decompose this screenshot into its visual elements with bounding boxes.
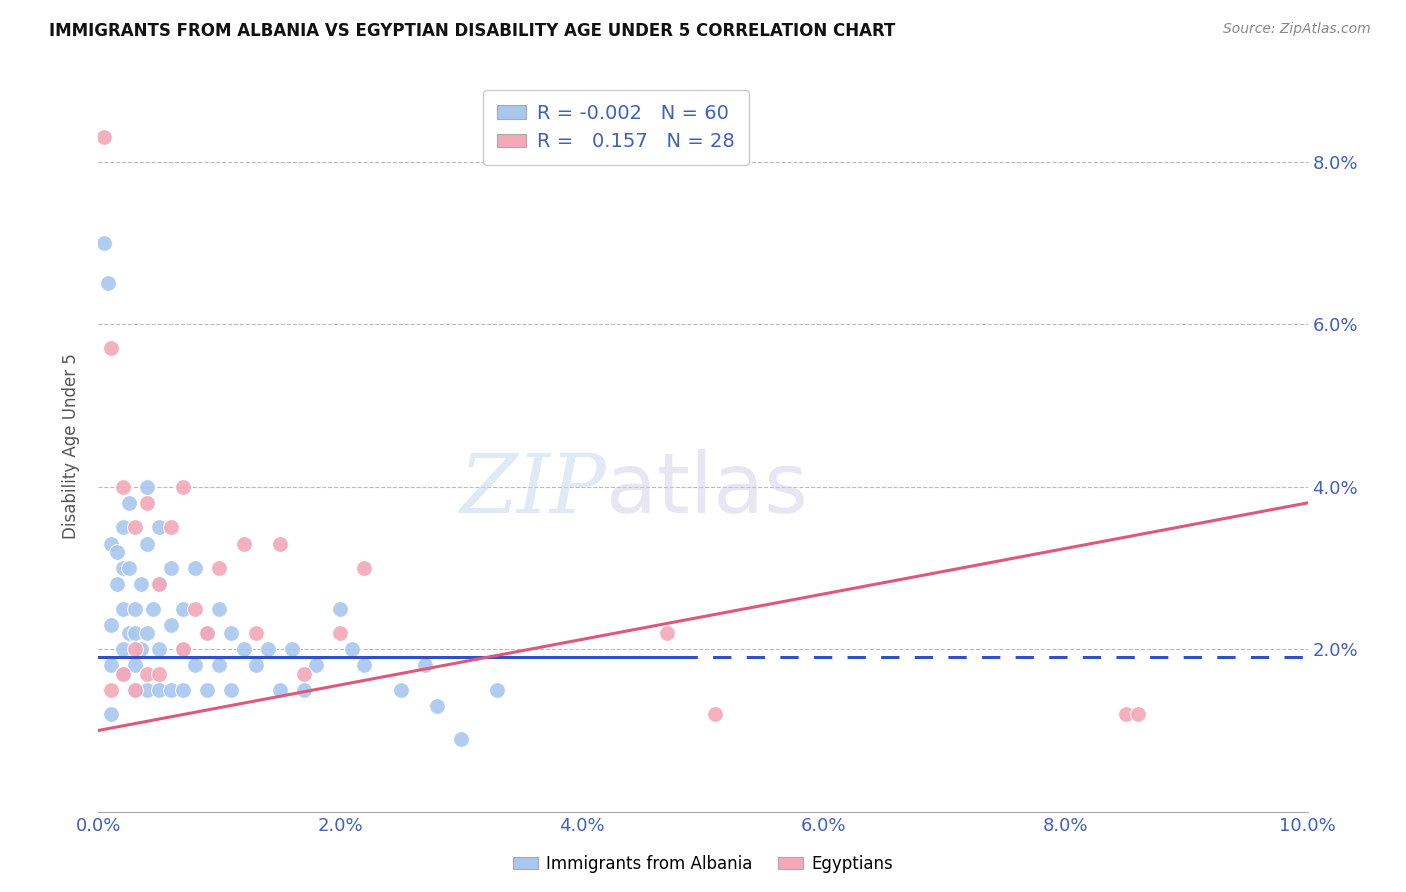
Point: [124, 682, 146, 697]
Text: Source: ZipAtlas.com: Source: ZipAtlas.com: [1223, 22, 1371, 37]
Point: [245, 626, 267, 640]
Y-axis label: Disability Age Under 5: Disability Age Under 5: [62, 353, 80, 539]
Point: [172, 682, 194, 697]
Text: atlas: atlas: [606, 450, 808, 531]
Point: [342, 642, 364, 657]
Point: [124, 601, 146, 615]
Point: [100, 658, 122, 673]
Point: [111, 642, 134, 657]
Point: [232, 642, 254, 657]
Point: [195, 626, 218, 640]
Point: [195, 626, 218, 640]
Point: [486, 682, 509, 697]
Point: [172, 642, 194, 657]
Point: [148, 642, 170, 657]
Point: [142, 601, 165, 615]
Point: [148, 520, 170, 534]
Point: [93, 235, 115, 250]
Point: [124, 520, 146, 534]
Point: [124, 626, 146, 640]
Point: [100, 342, 122, 356]
Point: [148, 666, 170, 681]
Point: [124, 658, 146, 673]
Point: [655, 626, 678, 640]
Point: [135, 480, 157, 494]
Point: [135, 666, 157, 681]
Point: [704, 707, 727, 722]
Point: [245, 658, 267, 673]
Legend: R = -0.002   N = 60, R =   0.157   N = 28: R = -0.002 N = 60, R = 0.157 N = 28: [484, 90, 749, 165]
Point: [269, 536, 291, 550]
Point: [221, 626, 243, 640]
Point: [450, 731, 472, 746]
Point: [97, 277, 120, 291]
Point: [160, 682, 183, 697]
Point: [172, 601, 194, 615]
Point: [111, 480, 134, 494]
Point: [111, 666, 134, 681]
Point: [195, 682, 218, 697]
Point: [160, 520, 183, 534]
Point: [221, 682, 243, 697]
Point: [389, 682, 412, 697]
Point: [172, 642, 194, 657]
Point: [353, 561, 375, 575]
Point: [135, 682, 157, 697]
Point: [100, 682, 122, 697]
Point: [413, 658, 436, 673]
Point: [208, 601, 231, 615]
Point: [135, 626, 157, 640]
Point: [292, 666, 315, 681]
Text: IMMIGRANTS FROM ALBANIA VS EGYPTIAN DISABILITY AGE UNDER 5 CORRELATION CHART: IMMIGRANTS FROM ALBANIA VS EGYPTIAN DISA…: [49, 22, 896, 40]
Point: [1128, 707, 1150, 722]
Point: [292, 682, 315, 697]
Point: [1115, 707, 1137, 722]
Point: [105, 544, 128, 558]
Point: [208, 561, 231, 575]
Point: [329, 601, 352, 615]
Point: [118, 561, 141, 575]
Point: [111, 561, 134, 575]
Text: ZIP: ZIP: [460, 450, 606, 530]
Point: [184, 658, 207, 673]
Point: [184, 601, 207, 615]
Point: [129, 577, 152, 591]
Point: [93, 130, 115, 145]
Point: [100, 536, 122, 550]
Point: [184, 561, 207, 575]
Point: [172, 480, 194, 494]
Point: [105, 577, 128, 591]
Point: [118, 626, 141, 640]
Point: [124, 642, 146, 657]
Point: [129, 642, 152, 657]
Point: [160, 561, 183, 575]
Point: [269, 682, 291, 697]
Point: [329, 626, 352, 640]
Point: [353, 658, 375, 673]
Point: [208, 658, 231, 673]
Point: [281, 642, 304, 657]
Point: [426, 699, 449, 714]
Point: [135, 496, 157, 510]
Point: [305, 658, 328, 673]
Point: [148, 577, 170, 591]
Point: [124, 682, 146, 697]
Point: [100, 707, 122, 722]
Legend: Immigrants from Albania, Egyptians: Immigrants from Albania, Egyptians: [506, 848, 900, 880]
Point: [160, 617, 183, 632]
Point: [148, 682, 170, 697]
Point: [111, 520, 134, 534]
Point: [118, 496, 141, 510]
Point: [100, 617, 122, 632]
Point: [111, 601, 134, 615]
Point: [232, 536, 254, 550]
Point: [148, 577, 170, 591]
Point: [256, 642, 278, 657]
Point: [135, 536, 157, 550]
Point: [111, 666, 134, 681]
